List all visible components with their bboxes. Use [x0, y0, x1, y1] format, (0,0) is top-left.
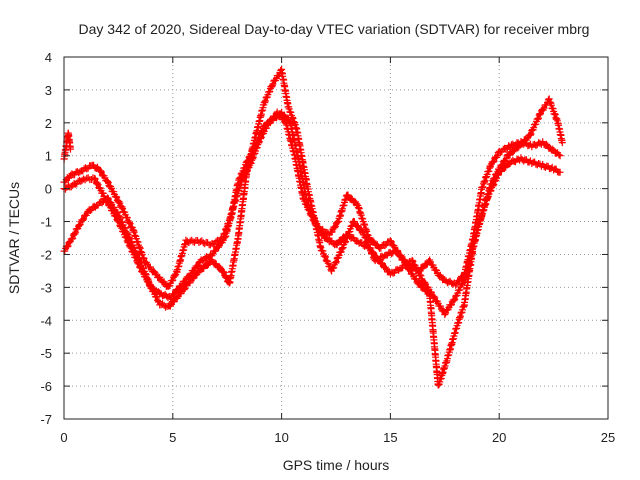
y-tick-label: -5	[40, 346, 52, 361]
y-tick-label: -3	[40, 280, 52, 295]
x-axis-label: GPS time / hours	[283, 457, 390, 473]
x-tick-label: 15	[383, 430, 397, 445]
grid	[64, 57, 608, 419]
y-tick-label: 1	[45, 149, 52, 164]
plot-frame	[63, 56, 609, 420]
data-points	[60, 65, 566, 389]
y-tick-label: -6	[40, 379, 52, 394]
axis-ticks: 0 5 10 15 20 25 -7 -6 -5 -4 -3 -2 -1 0 1 2 3 4	[40, 50, 615, 445]
y-tick-label: -1	[40, 215, 52, 230]
x-tick-label: 25	[601, 430, 615, 445]
y-tick-label: -4	[40, 313, 52, 328]
x-tick-label: 10	[274, 430, 288, 445]
y-tick-label: -2	[40, 247, 52, 262]
y-tick-label: 2	[45, 116, 52, 131]
y-tick-label: 3	[45, 83, 52, 98]
x-tick-label: 20	[492, 430, 506, 445]
y-tick-label: 4	[45, 50, 52, 65]
y-tick-label: 0	[45, 182, 52, 197]
y-tick-label: -7	[40, 412, 52, 427]
chart-title: Day 342 of 2020, Sidereal Day-to-day VTE…	[79, 21, 590, 37]
x-tick-label: 0	[60, 430, 67, 445]
x-tick-label: 5	[169, 430, 176, 445]
y-axis-label: SDTVAR / TECUs	[6, 182, 22, 294]
